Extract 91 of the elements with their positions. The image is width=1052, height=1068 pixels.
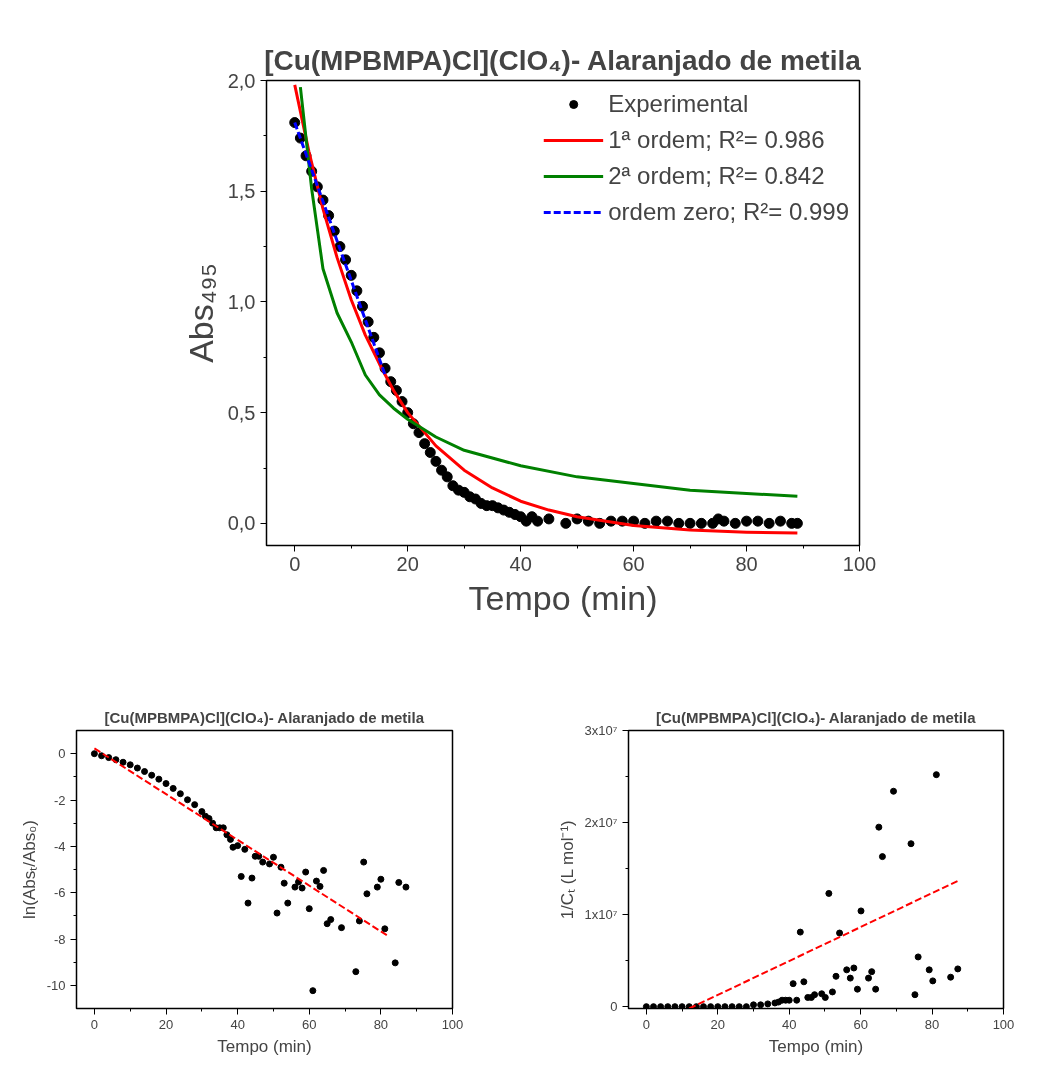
point (821, 993, 829, 1001)
x-tick-label: 40 (230, 1016, 245, 1032)
point (642, 1003, 650, 1009)
point (789, 980, 797, 988)
y-tick-label: 3x10⁷ (584, 723, 618, 738)
point (796, 928, 804, 936)
x-axis-title: Tempo (min) (468, 578, 658, 617)
point (954, 965, 962, 973)
y-tick-label: -4 (53, 838, 66, 854)
x-tick-label: 40 (781, 1016, 797, 1032)
point (735, 1003, 743, 1009)
y-tick-label: 2,0 (227, 69, 256, 92)
y-tick-label: -6 (53, 885, 66, 901)
x-tick-label: 80 (735, 552, 758, 575)
point (878, 853, 886, 861)
point (911, 991, 919, 999)
point (793, 996, 801, 1004)
x-tick-label: 80 (924, 1016, 940, 1032)
y-axis-title: 1/Cₜ (L mol⁻¹) (557, 820, 577, 920)
x-tick-label: 20 (158, 1016, 174, 1032)
point (929, 977, 937, 985)
point (664, 1003, 672, 1009)
point (764, 1000, 772, 1008)
point (714, 1003, 722, 1009)
legend-label: Experimental (608, 90, 749, 118)
x-axis-title: Tempo (min) (217, 1036, 312, 1056)
y-tick-label: 0 (610, 999, 618, 1015)
chart-title: [Cu(MPBMPA)Cl](ClO₄)- Alaranjado de metila (655, 708, 977, 726)
point (750, 1001, 757, 1009)
y-tick-label: -2 (53, 792, 66, 808)
point (947, 973, 955, 981)
point (846, 974, 854, 982)
point (907, 840, 915, 848)
point (925, 966, 933, 974)
x-tick-label: 0 (90, 1016, 99, 1032)
point (811, 991, 819, 999)
x-tick-label: 60 (622, 552, 645, 575)
point (832, 972, 840, 980)
point (825, 889, 833, 897)
x-tick-label: 80 (373, 1016, 389, 1032)
point (890, 787, 897, 795)
y-tick-label: -10 (46, 977, 66, 993)
point (868, 968, 876, 976)
x-tick-label: 100 (992, 1016, 1015, 1032)
point (800, 978, 808, 986)
x-tick-label: 20 (710, 1016, 726, 1032)
y-tick-label: -8 (53, 931, 66, 947)
point (707, 1003, 715, 1009)
point (721, 1003, 729, 1009)
point (843, 966, 851, 974)
point (850, 964, 858, 972)
y-tick-label: 0,0 (227, 512, 256, 535)
x-tick-label: 0 (642, 1016, 650, 1032)
y-tick-label: 0,5 (227, 401, 256, 424)
chart-title: [Cu(MPBMPA)Cl](ClO₄)- Alaranjado de metila (264, 44, 862, 76)
point (857, 907, 865, 915)
x-tick-label: 100 (842, 552, 877, 575)
point (914, 953, 922, 961)
point (650, 1003, 657, 1009)
point (728, 1003, 736, 1009)
y-tick-label: 1,5 (227, 180, 256, 203)
y-tick-label: 1x10⁷ (584, 907, 618, 923)
y-tick-label: 0 (58, 746, 66, 762)
x-tick-label: 100 (441, 1016, 464, 1032)
point (657, 1003, 665, 1009)
x-tick-label: 60 (302, 1016, 317, 1032)
legend-label: ordem zero; R²= 0.999 (608, 198, 849, 226)
point (742, 1003, 750, 1009)
x-tick-label: 40 (509, 552, 532, 575)
y-axis-title: Abs₄₉₅ (181, 263, 220, 363)
y-tick-label: 2x10⁷ (584, 815, 618, 831)
x-tick-label: 0 (289, 552, 301, 575)
point (875, 823, 883, 831)
point (671, 1003, 679, 1009)
point (836, 929, 844, 937)
x-tick-label: 60 (853, 1016, 868, 1032)
y-tick-label: 1,0 (227, 290, 256, 313)
legend-label: 1ª ordem; R²= 0.986 (608, 126, 825, 154)
chart-title: [Cu(MPBMPA)Cl](ClO₄)- Alaranjado de metila (104, 708, 425, 726)
point (678, 1003, 686, 1009)
y-axis-title: ln(Absₜ/Abs₀) (19, 820, 39, 919)
point (932, 771, 940, 779)
point (865, 974, 872, 982)
point (872, 985, 880, 993)
point (700, 1003, 707, 1009)
point (853, 985, 861, 993)
point (757, 1001, 765, 1009)
x-tick-label: 20 (396, 552, 419, 575)
point (828, 988, 836, 996)
x-axis-title: Tempo (min) (768, 1036, 864, 1056)
legend-label: 2ª ordem; R²= 0.842 (608, 162, 825, 190)
